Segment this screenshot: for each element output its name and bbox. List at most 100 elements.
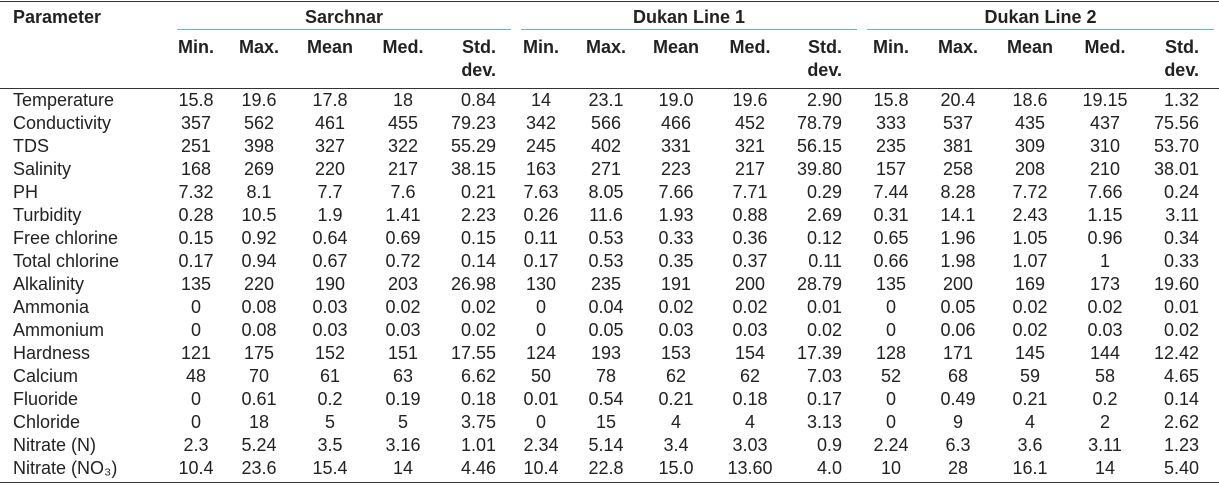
group-header-dukan-line-2: Dukan Line 2 — [867, 2, 1214, 30]
cell-dukan-line-2-min: 10 — [880, 458, 902, 478]
cell-dukan-line-1-min: 10.4 — [523, 458, 559, 478]
cell-sarchnar-mean: 5 — [324, 412, 335, 432]
cell-dukan-line-2-std-dev: 0.34 — [1163, 228, 1199, 248]
cell-dukan-line-1-max: 0.04 — [588, 297, 624, 317]
parameter-label: Ammonia — [13, 297, 90, 317]
table-row-salinity: Salinity 168 269 220 217 38.15 163 271 223 217 39.… — [0, 158, 1219, 181]
cell-sarchnar-max: 10.5 — [241, 205, 277, 225]
cell-dukan-line-1-max: 0.54 — [588, 389, 624, 409]
cell-dukan-line-2-max: 537 — [942, 113, 974, 133]
cell-dukan-line-2-max: 0.49 — [940, 389, 976, 409]
cell-sarchnar-mean: 327 — [314, 136, 346, 156]
cell-sarchnar-min: 0 — [190, 412, 201, 432]
cell-dukan-line-1-med: 200 — [734, 274, 766, 294]
cell-dukan-line-2-min: 333 — [875, 113, 907, 133]
cell-dukan-line-1-mean: 0.33 — [658, 228, 694, 248]
cell-dukan-line-1-min: 124 — [525, 343, 557, 363]
cell-dukan-line-2-mean: 4 — [1024, 412, 1035, 432]
cell-dukan-line-2-min: 0 — [885, 320, 896, 340]
cell-sarchnar-min: 251 — [180, 136, 212, 156]
parameter-label: TDS — [13, 136, 49, 156]
cell-dukan-line-2-mean: 18.6 — [1012, 90, 1048, 110]
cell-dukan-line-1-std-dev: 2.69 — [806, 205, 842, 225]
cell-sarchnar-min: 10.4 — [178, 458, 214, 478]
cell-dukan-line-1-med: 19.6 — [732, 90, 768, 110]
cell-sarchnar-med: 0.19 — [385, 389, 421, 409]
cell-dukan-line-1-min: 14 — [530, 90, 552, 110]
cell-sarchnar-min: 0.17 — [178, 251, 214, 271]
parameter-label: PH — [13, 182, 39, 202]
cell-dukan-line-1-med: 62 — [739, 366, 761, 386]
cell-dukan-line-1-mean: 62 — [665, 366, 687, 386]
table-row-ammonia: Ammonia 0 0.08 0.03 0.02 0.02 0 0.04 0.02 0.02 0.0… — [0, 296, 1219, 319]
cell-sarchnar-min: 168 — [180, 159, 212, 179]
column-header-dukan-line-2-med: Med. — [1084, 37, 1126, 57]
cell-dukan-line-1-min: 0.26 — [523, 205, 559, 225]
cell-sarchnar-mean: 190 — [314, 274, 346, 294]
table-row-calcium: Calcium 48 70 61 63 6.62 50 78 62 62 7.03 52 68 59 58 4… — [0, 365, 1219, 388]
cell-dukan-line-2-max: 9 — [952, 412, 963, 432]
cell-dukan-line-1-mean: 19.0 — [658, 90, 694, 110]
cell-sarchnar-min: 2.3 — [183, 435, 209, 455]
cell-sarchnar-mean: 0.67 — [312, 251, 348, 271]
cell-dukan-line-1-med: 3.03 — [732, 435, 768, 455]
cell-dukan-line-2-max: 258 — [942, 159, 974, 179]
cell-dukan-line-2-med: 437 — [1089, 113, 1121, 133]
cell-dukan-line-2-mean: 0.02 — [1012, 320, 1048, 340]
table-row-free-chlorine: Free chlorine 0.15 0.92 0.64 0.69 0.15 0.11 0.5… — [0, 227, 1219, 250]
column-header-sarchnar-mean: Mean — [306, 37, 353, 57]
cell-dukan-line-1-min: 7.63 — [523, 182, 559, 202]
cell-dukan-line-2-std-dev: 75.56 — [1153, 113, 1199, 133]
cell-sarchnar-min: 0.28 — [178, 205, 214, 225]
cell-sarchnar-med: 455 — [387, 113, 419, 133]
cell-dukan-line-1-mean: 153 — [660, 343, 692, 363]
cell-dukan-line-2-max: 171 — [942, 343, 974, 363]
cell-dukan-line-2-med: 144 — [1089, 343, 1121, 363]
cell-dukan-line-1-max: 402 — [590, 136, 622, 156]
cell-dukan-line-2-mean: 7.72 — [1012, 182, 1048, 202]
cell-dukan-line-2-min: 0.65 — [873, 228, 909, 248]
cell-dukan-line-1-med: 4 — [744, 412, 755, 432]
cell-dukan-line-2-med: 3.11 — [1088, 435, 1122, 455]
cell-dukan-line-2-max: 200 — [942, 274, 974, 294]
cell-dukan-line-1-std-dev: 0.29 — [806, 182, 842, 202]
cell-sarchnar-mean: 17.8 — [312, 90, 348, 110]
cell-dukan-line-1-max: 235 — [590, 274, 622, 294]
cell-dukan-line-2-med: 310 — [1089, 136, 1121, 156]
cell-sarchnar-mean: 461 — [314, 113, 346, 133]
cell-sarchnar-min: 48 — [185, 366, 207, 386]
cell-dukan-line-2-mean: 1.05 — [1012, 228, 1048, 248]
cell-dukan-line-1-std-dev: 56.15 — [796, 136, 842, 156]
cell-sarchnar-med: 151 — [387, 343, 419, 363]
cell-sarchnar-std-dev: 79.23 — [450, 113, 496, 133]
parameter-label: Chloride — [13, 412, 81, 432]
cell-sarchnar-max: 8.1 — [246, 182, 272, 202]
cell-dukan-line-1-min: 0.01 — [523, 389, 559, 409]
cell-dukan-line-2-mean: 208 — [1014, 159, 1046, 179]
group-header-dukan-line-1-cell: Dukan Line 1 — [516, 2, 862, 30]
cell-dukan-line-1-std-dev: 7.03 — [806, 366, 842, 386]
cell-dukan-line-1-min: 0.11 — [524, 228, 558, 248]
cell-dukan-line-2-mean: 3.6 — [1017, 435, 1043, 455]
cell-dukan-line-2-med: 210 — [1089, 159, 1121, 179]
cell-sarchnar-max: 0.08 — [241, 297, 277, 317]
column-header-dukan-line-2-std-dev: Std. dev. — [1164, 37, 1199, 80]
cell-dukan-line-2-med: 14 — [1094, 458, 1116, 478]
column-header-dukan-line-1-mean: Mean — [652, 37, 699, 57]
cell-dukan-line-1-mean: 15.0 — [658, 458, 694, 478]
cell-dukan-line-1-mean: 223 — [660, 159, 692, 179]
column-header-dukan-line-1-min: Min. — [523, 37, 559, 57]
cell-sarchnar-max: 220 — [243, 274, 275, 294]
parameter-label: Turbidity — [13, 205, 82, 225]
cell-sarchnar-max: 0.61 — [241, 389, 277, 409]
cell-dukan-line-2-std-dev: 0.24 — [1163, 182, 1199, 202]
cell-dukan-line-2-std-dev: 3.11 — [1165, 205, 1199, 225]
cell-dukan-line-2-med: 1 — [1099, 251, 1110, 271]
cell-dukan-line-1-mean: 7.66 — [658, 182, 694, 202]
cell-sarchnar-mean: 0.03 — [312, 297, 348, 317]
cell-dukan-line-2-max: 381 — [942, 136, 974, 156]
cell-dukan-line-2-min: 52 — [880, 366, 902, 386]
cell-sarchnar-med: 3.16 — [385, 435, 421, 455]
table-row-alkalinity: Alkalinity 135 220 190 203 26.98 130 235 191 200 2… — [0, 273, 1219, 296]
table-row-tds: TDS 251 398 327 322 55.29 245 402 331 321 56.15 235… — [0, 135, 1219, 158]
